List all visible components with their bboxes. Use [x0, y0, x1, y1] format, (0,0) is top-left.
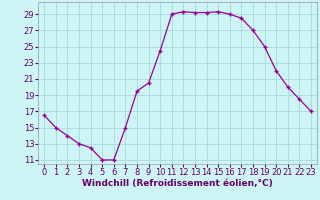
X-axis label: Windchill (Refroidissement éolien,°C): Windchill (Refroidissement éolien,°C): [82, 179, 273, 188]
